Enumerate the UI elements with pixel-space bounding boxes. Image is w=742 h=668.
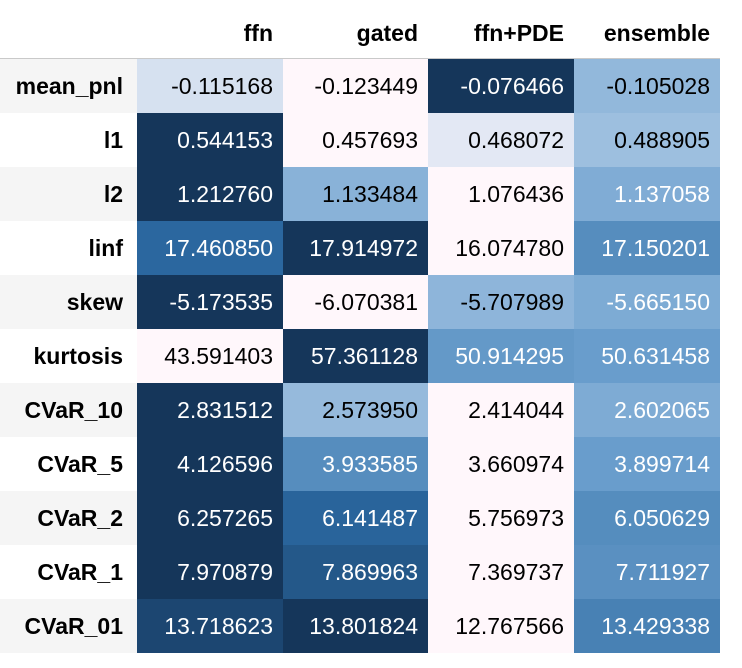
heatmap-cell: 1.212760 — [137, 167, 283, 221]
heatmap-cell: 0.488905 — [574, 113, 720, 167]
column-header: ffn — [137, 8, 283, 59]
corner-cell — [0, 8, 137, 59]
row-label: linf — [0, 221, 137, 275]
heatmap-cell: 4.126596 — [137, 437, 283, 491]
heatmap-cell: -5.665150 — [574, 275, 720, 329]
heatmap-cell: 17.914972 — [283, 221, 428, 275]
heatmap-cell: 17.460850 — [137, 221, 283, 275]
table-row: CVaR_2 6.257265 6.141487 5.756973 6.050629 — [0, 491, 720, 545]
column-header: ffn+PDE — [428, 8, 574, 59]
heatmap-cell: 2.414044 — [428, 383, 574, 437]
heatmap-cell: 1.137058 — [574, 167, 720, 221]
heatmap-cell: -0.076466 — [428, 58, 574, 113]
row-label: CVaR_10 — [0, 383, 137, 437]
heatmap-cell: 6.141487 — [283, 491, 428, 545]
table-row: CVaR_1 7.970879 7.869963 7.369737 7.711927 — [0, 545, 720, 599]
heatmap-cell: 6.050629 — [574, 491, 720, 545]
column-header: gated — [283, 8, 428, 59]
column-header: ensemble — [574, 8, 720, 59]
heatmap-cell: 3.899714 — [574, 437, 720, 491]
heatmap-cell: 1.076436 — [428, 167, 574, 221]
heatmap-cell: 57.361128 — [283, 329, 428, 383]
table-row: CVaR_10 2.831512 2.573950 2.414044 2.602065 — [0, 383, 720, 437]
heatmap-cell: -0.115168 — [137, 58, 283, 113]
heatmap-cell: -5.707989 — [428, 275, 574, 329]
heatmap-cell: 17.150201 — [574, 221, 720, 275]
heatmap-cell: 12.767566 — [428, 599, 574, 653]
header-row: ffn gated ffn+PDE ensemble — [0, 8, 720, 59]
table-row: l2 1.212760 1.133484 1.076436 1.137058 — [0, 167, 720, 221]
heatmap-cell: 3.933585 — [283, 437, 428, 491]
heatmap-cell: 50.914295 — [428, 329, 574, 383]
heatmap-cell: 43.591403 — [137, 329, 283, 383]
heatmap-cell: 7.711927 — [574, 545, 720, 599]
heatmap-cell: 0.544153 — [137, 113, 283, 167]
table-row: CVaR_01 13.718623 13.801824 12.767566 13.429… — [0, 599, 720, 653]
heatmap-cell: 16.074780 — [428, 221, 574, 275]
heatmap-cell: 13.718623 — [137, 599, 283, 653]
heatmap-cell: -0.105028 — [574, 58, 720, 113]
heatmap-cell: 2.602065 — [574, 383, 720, 437]
table-row: linf 17.460850 17.914972 16.074780 17.150201 — [0, 221, 720, 275]
table-body: mean_pnl -0.115168 -0.123449 -0.076466 -0.10… — [0, 58, 720, 653]
table-row: CVaR_5 4.126596 3.933585 3.660974 3.899714 — [0, 437, 720, 491]
row-label: mean_pnl — [0, 58, 137, 113]
heatmap-cell: 2.573950 — [283, 383, 428, 437]
heatmap-cell: 1.133484 — [283, 167, 428, 221]
row-label: CVaR_01 — [0, 599, 137, 653]
table-row: mean_pnl -0.115168 -0.123449 -0.076466 -0.10… — [0, 58, 720, 113]
heatmap-cell: 2.831512 — [137, 383, 283, 437]
heatmap-cell: 7.869963 — [283, 545, 428, 599]
heatmap-cell: 5.756973 — [428, 491, 574, 545]
row-label: l2 — [0, 167, 137, 221]
heatmap-table: ffn gated ffn+PDE ensemble mean_pnl -0.11516… — [0, 8, 720, 653]
heatmap-cell: 13.801824 — [283, 599, 428, 653]
heatmap-cell: 6.257265 — [137, 491, 283, 545]
row-label: CVaR_2 — [0, 491, 137, 545]
heatmap-cell: -5.173535 — [137, 275, 283, 329]
heatmap-cell: 3.660974 — [428, 437, 574, 491]
heatmap-cell: 7.970879 — [137, 545, 283, 599]
heatmap-cell: 0.468072 — [428, 113, 574, 167]
heatmap-cell: 50.631458 — [574, 329, 720, 383]
row-label: l1 — [0, 113, 137, 167]
heatmap-cell: -0.123449 — [283, 58, 428, 113]
row-label: CVaR_1 — [0, 545, 137, 599]
heatmap-cell: 7.369737 — [428, 545, 574, 599]
heatmap-cell: -6.070381 — [283, 275, 428, 329]
row-label: kurtosis — [0, 329, 137, 383]
heatmap-cell: 0.457693 — [283, 113, 428, 167]
heatmap-cell: 13.429338 — [574, 599, 720, 653]
table-header: ffn gated ffn+PDE ensemble — [0, 8, 720, 59]
row-label: CVaR_5 — [0, 437, 137, 491]
row-label: skew — [0, 275, 137, 329]
table-row: skew -5.173535 -6.070381 -5.707989 -5.665150 — [0, 275, 720, 329]
table-row: kurtosis 43.591403 57.361128 50.914295 50.63… — [0, 329, 720, 383]
table-row: l1 0.544153 0.457693 0.468072 0.488905 — [0, 113, 720, 167]
